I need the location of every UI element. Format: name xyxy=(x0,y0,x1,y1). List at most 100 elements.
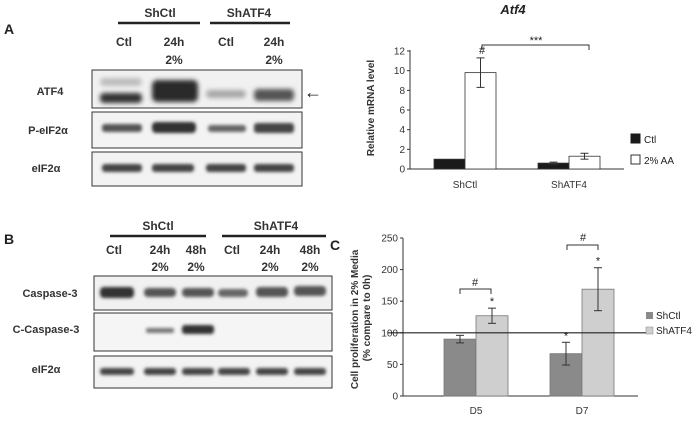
group-label-shatf4: ShATF4 xyxy=(227,6,272,20)
blot-band xyxy=(146,328,174,333)
panel-a-letter: A xyxy=(4,21,14,37)
lane-label: 24h xyxy=(150,243,171,257)
significance-hash: # xyxy=(580,232,587,244)
blot-row-label-caspase-3: Caspase-3 xyxy=(22,288,77,300)
blot-band xyxy=(152,80,198,102)
blot-band xyxy=(100,93,142,103)
blot-row-label-eif2a: eIF2α xyxy=(32,163,61,175)
panel-c-letter: C xyxy=(330,237,340,253)
chart-atf4-mrna: Atf4 Relative mRNA level 0 2 4 6 8 10 12 ShCtl… xyxy=(366,2,674,191)
blot-band xyxy=(208,125,246,132)
y-tick-label: 6 xyxy=(399,106,405,117)
significance-bracket xyxy=(481,44,590,50)
blot-band xyxy=(256,368,288,375)
significance-star: * xyxy=(596,256,601,268)
x-category-label: D7 xyxy=(576,406,589,417)
lane-label: 48h xyxy=(300,243,321,257)
significance-stars: *** xyxy=(530,35,544,47)
lane-sublabel: 2% xyxy=(187,260,205,274)
blot-band xyxy=(218,289,248,297)
y-tick-label: 12 xyxy=(394,47,406,58)
y-axis-label-line: (% compare to 0h) xyxy=(362,275,373,362)
y-axis-label: Cell proliferation in 2% Media (% compar… xyxy=(350,247,373,389)
y-tick-label: 8 xyxy=(399,86,405,97)
blot-band xyxy=(254,89,294,101)
lane-label: Ctl xyxy=(106,243,122,257)
y-tick-label: 150 xyxy=(381,297,398,308)
bar xyxy=(475,315,509,397)
significance-bracket xyxy=(459,288,492,294)
group-label-shatf4: ShATF4 xyxy=(254,219,299,233)
blot-band xyxy=(206,164,246,172)
legend-swatch-shatf4 xyxy=(645,326,654,335)
significance-bracket xyxy=(566,244,599,250)
legend-swatch-ctl xyxy=(630,133,641,144)
blot-band xyxy=(254,123,294,133)
y-tick-label: 0 xyxy=(399,165,405,176)
blot-band xyxy=(294,368,326,375)
blot-band xyxy=(152,122,196,133)
panel-b-blot: ShCtl ShATF4 Ctl 24h 2% 48h 2% Ctl 24h 2… xyxy=(13,219,333,389)
legend-label-ctl: Ctl xyxy=(644,135,656,146)
blot-row-label-atf4: ATF4 xyxy=(37,86,65,98)
legend-swatch-2pct-aa xyxy=(630,154,641,165)
bars xyxy=(433,57,601,170)
significance-star: * xyxy=(564,330,569,342)
blot-band xyxy=(100,78,142,86)
legend-label-shatf4: ShATF4 xyxy=(656,326,692,337)
significance-stars: * * * xyxy=(490,256,601,343)
blot-row-label-eif2a: eIF2α xyxy=(32,364,61,376)
blot-band xyxy=(152,164,194,172)
y-tick-label: 100 xyxy=(381,328,398,339)
panel-b-letter: B xyxy=(4,231,14,247)
y-axis-label: Relative mRNA level xyxy=(366,60,377,157)
chart-cell-proliferation: Cell proliferation in 2% Media (% compar… xyxy=(350,232,692,417)
lane-sublabel: 2% xyxy=(165,53,183,67)
blot-row-label-p-eif2a: P-eIF2α xyxy=(28,125,68,137)
blot-band xyxy=(102,124,142,132)
panel-a-blot: ShCtl ShATF4 Ctl 24h 2% Ctl 24h 2% ATF4 … xyxy=(28,6,322,187)
group-label-shctl: ShCtl xyxy=(142,219,173,233)
bars xyxy=(443,267,615,397)
blot-band xyxy=(294,286,326,296)
blot-band xyxy=(182,368,214,375)
blot-band xyxy=(182,325,214,334)
significance-hash: # xyxy=(472,277,479,289)
legend-label-2pct-aa: 2% AA xyxy=(644,156,674,167)
blot-band xyxy=(256,287,288,297)
y-tick-label: 10 xyxy=(394,66,406,77)
x-category-label: D5 xyxy=(470,406,483,417)
y-tick-label: 2 xyxy=(399,145,405,156)
y-tick-label: 50 xyxy=(387,360,399,371)
lane-label: Ctl xyxy=(218,35,234,49)
blot-band xyxy=(144,288,176,297)
lane-sublabel: 2% xyxy=(301,260,319,274)
blot-band xyxy=(144,368,176,375)
blot-band xyxy=(102,164,142,172)
y-tick-label: 0 xyxy=(392,392,398,403)
blot-band xyxy=(182,288,214,297)
y-tick-label: 250 xyxy=(381,234,398,245)
blot-band xyxy=(100,368,134,375)
lane-label: Ctl xyxy=(116,35,132,49)
chart-title: Atf4 xyxy=(499,2,526,17)
lane-sublabel: 2% xyxy=(261,260,279,274)
y-tick-label: 4 xyxy=(399,125,405,136)
blot-band xyxy=(254,164,294,172)
lane-label: 48h xyxy=(186,243,207,257)
lane-sublabel: 2% xyxy=(265,53,283,67)
x-category-label: ShCtl xyxy=(453,180,477,191)
y-tick-label: 200 xyxy=(381,265,398,276)
lane-label: 24h xyxy=(264,35,285,49)
lane-sublabel: 2% xyxy=(151,260,169,274)
bar xyxy=(464,72,497,170)
blot-band xyxy=(100,287,134,298)
legend: ShCtl ShATF4 xyxy=(645,311,692,337)
legend: Ctl 2% AA xyxy=(630,133,674,167)
significance-hash: # xyxy=(479,45,486,57)
bar xyxy=(443,338,477,397)
y-axis-ticks: 0 2 4 6 8 10 12 xyxy=(394,47,410,176)
significance-star: * xyxy=(490,296,495,308)
blot-band xyxy=(218,368,250,375)
